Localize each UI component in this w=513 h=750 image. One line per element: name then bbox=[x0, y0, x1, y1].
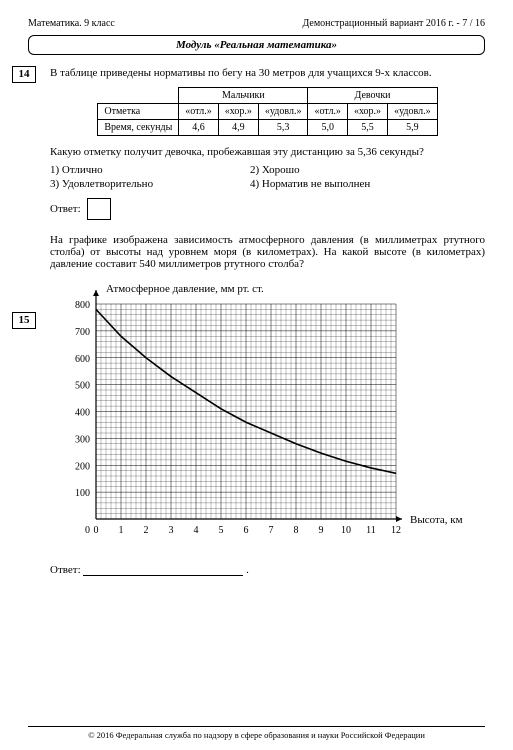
answer-label: Ответ: bbox=[50, 203, 81, 215]
q14-text: В таблице приведены нормативы по бегу на… bbox=[50, 67, 485, 79]
question-number-14: 14 bbox=[12, 66, 36, 83]
answer-underline[interactable] bbox=[83, 575, 243, 576]
svg-text:1: 1 bbox=[119, 525, 124, 536]
page-footer: © 2016 Федеральная служба по надзору в с… bbox=[28, 726, 485, 740]
svg-text:12: 12 bbox=[391, 525, 401, 536]
q15-chart: Атмосферное давление, мм рт. ст.01234567… bbox=[50, 276, 485, 554]
svg-text:Высота, км: Высота, км bbox=[410, 514, 463, 526]
svg-text:400: 400 bbox=[75, 408, 90, 419]
option-1: 1) Отлично bbox=[50, 164, 250, 176]
svg-text:Атмосферное давление, мм рт.: Атмосферное давление, мм рт. ст. bbox=[106, 283, 264, 295]
q14-body: В таблице приведены нормативы по бегу на… bbox=[50, 67, 485, 136]
page-header: Математика. 9 класс Демонстрационный вар… bbox=[28, 18, 485, 29]
pressure-chart: Атмосферное давление, мм рт. ст.01234567… bbox=[50, 276, 480, 551]
svg-text:7: 7 bbox=[269, 525, 274, 536]
svg-text:200: 200 bbox=[75, 461, 90, 472]
svg-text:2: 2 bbox=[144, 525, 149, 536]
svg-text:700: 700 bbox=[75, 327, 90, 338]
header-left: Математика. 9 класс bbox=[28, 18, 115, 29]
svg-text:6: 6 bbox=[244, 525, 249, 536]
q14-table: МальчикиДевочкиОтметка«отл.»«хор.»«удовл… bbox=[97, 87, 437, 136]
question-number-15: 15 bbox=[12, 312, 36, 329]
svg-text:600: 600 bbox=[75, 354, 90, 365]
svg-text:3: 3 bbox=[169, 525, 174, 536]
svg-text:500: 500 bbox=[75, 381, 90, 392]
svg-text:5: 5 bbox=[219, 525, 224, 536]
option-2: 2) Хорошо bbox=[250, 164, 450, 176]
svg-text:0: 0 bbox=[94, 525, 99, 536]
header-right: Демонстрационный вариант 2016 г. - 7 / 1… bbox=[302, 18, 485, 29]
svg-text:100: 100 bbox=[75, 488, 90, 499]
module-title: Модуль «Реальная математика» bbox=[28, 35, 485, 55]
answer-box[interactable] bbox=[87, 198, 111, 220]
svg-text:10: 10 bbox=[341, 525, 351, 536]
q15-answer: Ответ: . bbox=[50, 564, 485, 576]
svg-text:11: 11 bbox=[366, 525, 376, 536]
svg-text:0: 0 bbox=[85, 525, 90, 536]
q14-options: 1) Отлично 2) Хорошо 3) Удовлетворительн… bbox=[50, 164, 485, 190]
option-4: 4) Норматив не выполнен bbox=[250, 178, 450, 190]
option-3: 3) Удовлетворительно bbox=[50, 178, 250, 190]
svg-text:800: 800 bbox=[75, 300, 90, 311]
svg-text:8: 8 bbox=[294, 525, 299, 536]
q15-text: На графике изображена зависимость атмосф… bbox=[50, 234, 485, 270]
page: Математика. 9 класс Демонстрационный вар… bbox=[0, 0, 513, 750]
svg-text:9: 9 bbox=[319, 525, 324, 536]
svg-text:300: 300 bbox=[75, 434, 90, 445]
answer-label: Ответ: bbox=[50, 564, 81, 576]
svg-text:4: 4 bbox=[194, 525, 199, 536]
q14-question: Какую отметку получит девочка, пробежавш… bbox=[50, 146, 485, 158]
q14-answer: Ответ: bbox=[50, 198, 485, 220]
